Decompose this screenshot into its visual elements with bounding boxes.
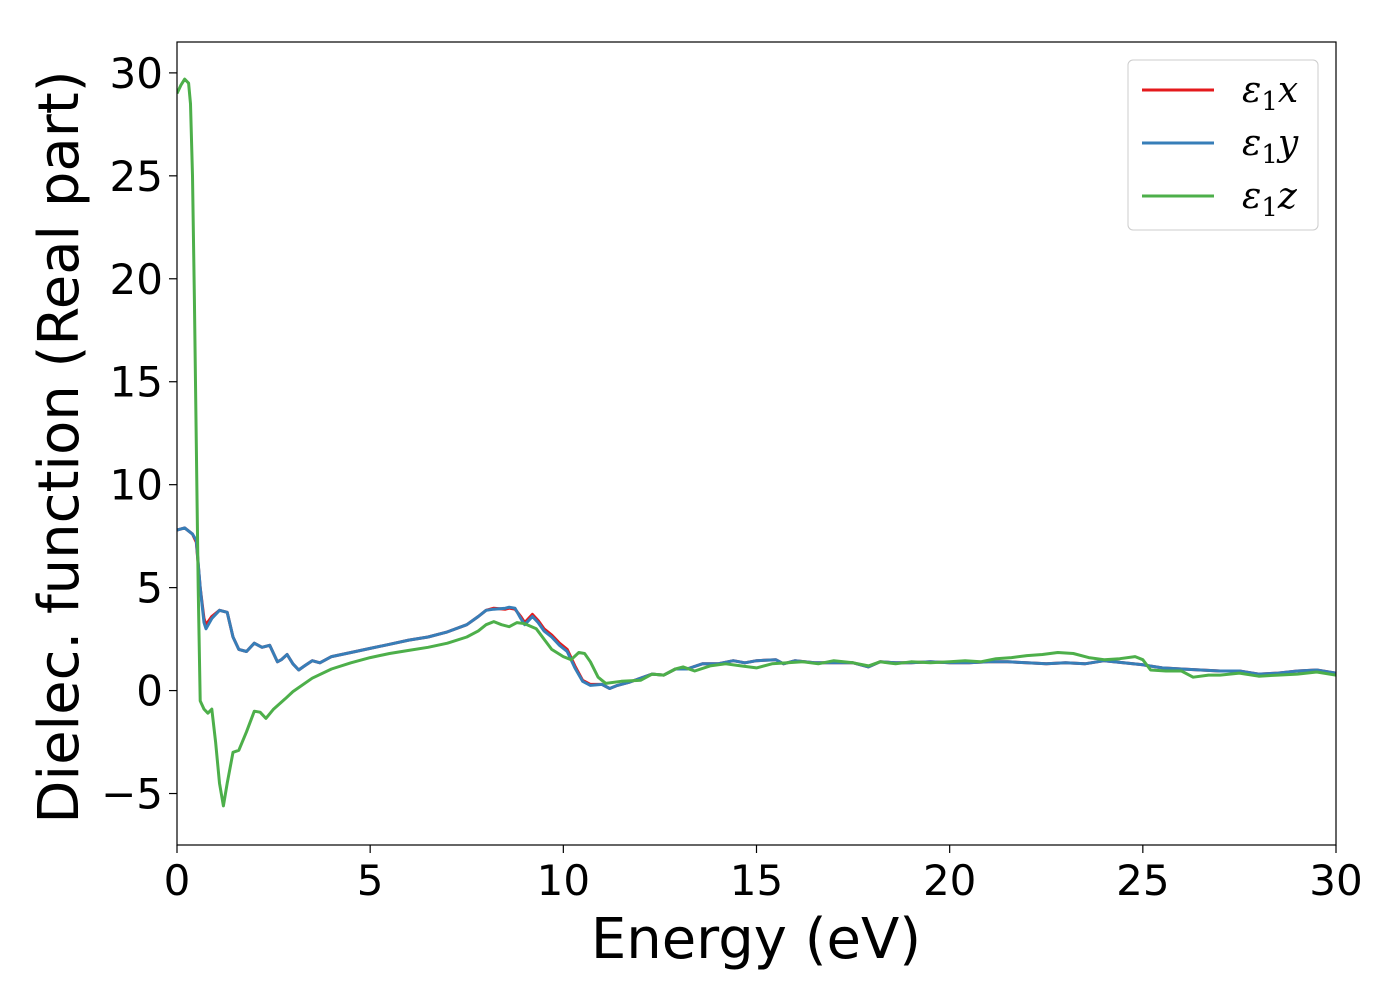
y-tick-label: 20 <box>110 255 163 304</box>
x-tick-label: 25 <box>1116 856 1169 905</box>
legend-label: ε1x <box>1242 70 1298 117</box>
series-layer <box>177 77 1336 808</box>
legend-frame <box>1127 59 1319 231</box>
x-tick-label: 5 <box>357 856 384 905</box>
x-tick-label: 30 <box>1309 856 1362 905</box>
series-line-3 <box>177 77 1336 808</box>
x-tick-label: 0 <box>164 856 191 905</box>
legend: ε1x ε1y ε1z <box>1127 59 1319 231</box>
y-tick-label: 0 <box>136 667 163 716</box>
y-tick-label: 10 <box>110 461 163 510</box>
x-tick-label: 10 <box>537 856 590 905</box>
legend-label: ε1z <box>1242 176 1298 223</box>
y-axis-ticks: −5 0 5 10 15 20 25 30 <box>101 49 177 819</box>
y-tick-label: 15 <box>110 358 163 407</box>
x-tick-label: 15 <box>730 856 783 905</box>
y-axis-label: Dielec. function (Real part) <box>27 70 92 823</box>
y-tick-label: 25 <box>110 152 163 201</box>
x-axis-label: Energy (eV) <box>591 907 921 972</box>
y-tick-label: 5 <box>136 564 163 613</box>
x-axis-ticks: 0 5 10 15 20 25 30 <box>164 845 1363 905</box>
x-tick-label: 20 <box>923 856 976 905</box>
legend-label: ε1y <box>1242 123 1299 170</box>
y-tick-label: 30 <box>110 49 163 98</box>
y-tick-label: −5 <box>101 770 163 819</box>
series-line-2 <box>177 526 1336 690</box>
